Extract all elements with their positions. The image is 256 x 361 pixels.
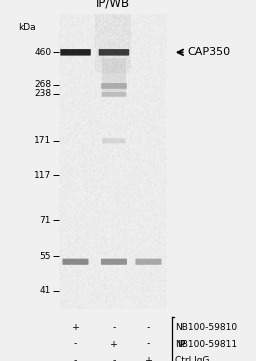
- Bar: [59, 14, 166, 309]
- Text: IP/WB: IP/WB: [95, 0, 130, 9]
- FancyBboxPatch shape: [101, 83, 127, 89]
- Text: 171: 171: [34, 136, 51, 145]
- Text: 460: 460: [34, 48, 51, 57]
- Text: +: +: [71, 323, 80, 332]
- FancyBboxPatch shape: [102, 138, 125, 143]
- Text: 71: 71: [40, 216, 51, 225]
- FancyBboxPatch shape: [99, 49, 129, 56]
- Text: 55: 55: [40, 252, 51, 261]
- Text: 238: 238: [34, 90, 51, 98]
- Text: NB100-59811: NB100-59811: [175, 340, 238, 348]
- Text: 268: 268: [34, 81, 51, 89]
- Text: +: +: [144, 356, 153, 361]
- Text: -: -: [74, 340, 77, 348]
- Text: IP: IP: [177, 340, 185, 348]
- Text: -: -: [147, 323, 150, 332]
- Text: 41: 41: [40, 286, 51, 295]
- FancyBboxPatch shape: [62, 258, 89, 265]
- Text: -: -: [112, 323, 116, 332]
- Bar: [102, 58, 126, 96]
- Text: CAP350: CAP350: [187, 47, 230, 57]
- FancyBboxPatch shape: [101, 258, 127, 265]
- Text: -: -: [74, 356, 77, 361]
- Text: -: -: [112, 356, 116, 361]
- Text: NB100-59810: NB100-59810: [175, 323, 238, 332]
- Text: kDa: kDa: [18, 23, 36, 32]
- FancyBboxPatch shape: [60, 49, 91, 56]
- Text: Ctrl IgG: Ctrl IgG: [175, 356, 210, 361]
- Text: 117: 117: [34, 171, 51, 179]
- Text: -: -: [147, 340, 150, 348]
- Text: +: +: [110, 340, 118, 348]
- FancyBboxPatch shape: [135, 258, 162, 265]
- FancyBboxPatch shape: [102, 92, 126, 97]
